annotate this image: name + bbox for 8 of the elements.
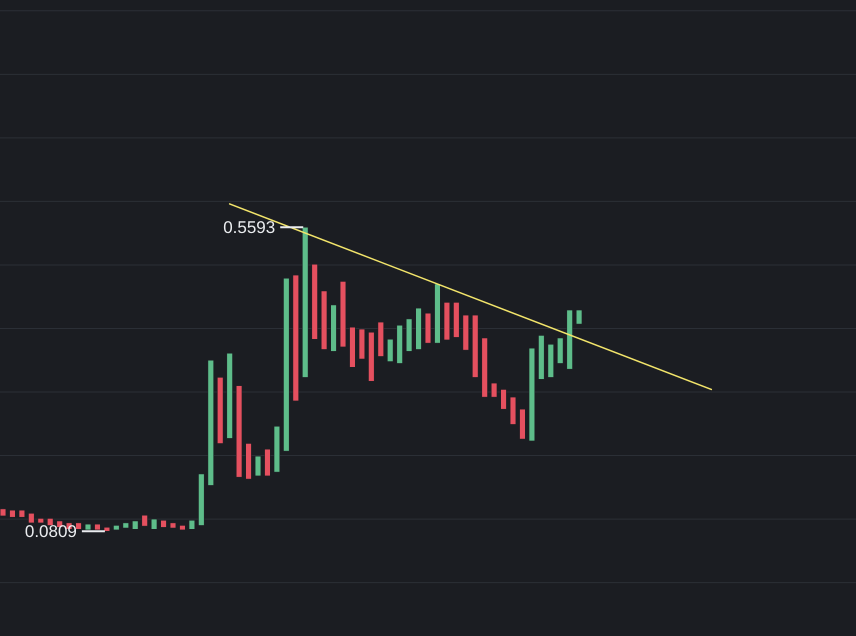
candlestick	[28, 512, 34, 524]
candlestick	[491, 382, 498, 398]
annotation: 0.5593	[223, 218, 276, 238]
annotation: 0.0809	[24, 522, 77, 542]
candlestick	[142, 514, 148, 527]
candlestick	[500, 388, 507, 410]
candlestick	[151, 518, 158, 530]
candlestick	[387, 339, 394, 362]
